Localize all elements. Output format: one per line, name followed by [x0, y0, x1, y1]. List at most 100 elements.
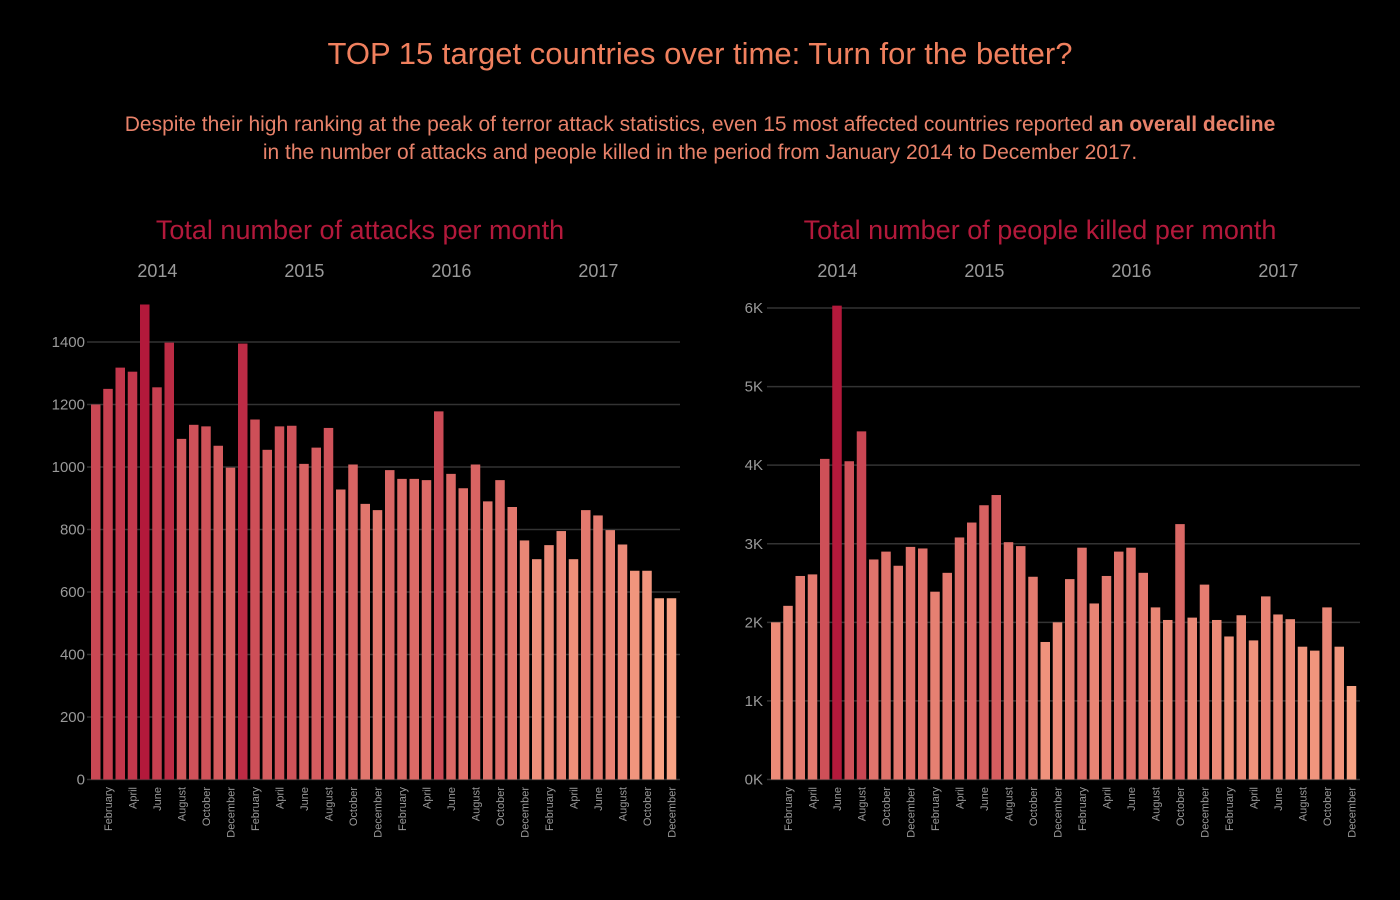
attacks-y-tick-label: 800 — [60, 522, 85, 539]
killed-bar — [820, 458, 830, 780]
attacks-bar — [654, 598, 664, 780]
killed-y-tick-label: 5K — [745, 379, 763, 396]
subtitle-text-2: in the number of attacks and people kill… — [262, 141, 1138, 164]
killed-month-label: June — [1273, 787, 1285, 811]
killed-bar — [1199, 584, 1210, 780]
killed-month-label: August — [1151, 787, 1163, 821]
attacks-bar — [470, 464, 481, 780]
attacks-bar — [434, 411, 444, 780]
attacks-month-label: August — [471, 787, 483, 821]
attacks-month-label: April — [128, 787, 140, 809]
attacks-bar — [642, 570, 652, 780]
attacks-month-label: October — [642, 787, 654, 826]
killed-bar — [1052, 622, 1063, 780]
attacks-bar — [556, 531, 566, 780]
killed-bar — [1003, 542, 1014, 780]
subtitle-text-1: Despite their high ranking at the peak o… — [124, 113, 1100, 136]
killed-bar — [1310, 650, 1320, 780]
killed-month-label: October — [1028, 787, 1040, 826]
attacks-bar — [115, 367, 125, 780]
killed-bar — [918, 548, 928, 780]
killed-y-tick-label: 3K — [745, 536, 763, 553]
killed-month-label: April — [808, 787, 820, 809]
attacks-month-label: June — [593, 787, 605, 811]
attacks-month-label: October — [201, 787, 213, 826]
killed-bar — [1322, 607, 1332, 780]
killed-month-label: October — [881, 787, 893, 826]
attacks-bar — [103, 388, 113, 780]
attacks-bar — [238, 343, 248, 780]
killed-bar — [1175, 524, 1185, 780]
killed-y-tick-label: 2K — [745, 614, 763, 631]
killed-bar — [807, 574, 818, 780]
killed-year-label: 2015 — [964, 261, 1004, 281]
attacks-bar — [164, 342, 174, 780]
attacks-bar — [91, 404, 101, 780]
killed-month-label: August — [857, 787, 869, 821]
killed-bar — [967, 522, 977, 780]
attacks-month-label: February — [250, 787, 262, 832]
attacks-bar — [666, 598, 677, 780]
killed-y-tick-label: 1K — [745, 693, 763, 710]
attacks-bar — [630, 570, 640, 780]
attacks-month-label: February — [544, 787, 556, 832]
killed-bar — [905, 546, 916, 780]
attacks-y-tick-label: 400 — [60, 647, 85, 664]
killed-bar — [881, 551, 891, 780]
killed-bar — [1285, 619, 1295, 780]
page-subtitle: Despite their high ranking at the peak o… — [60, 111, 1340, 167]
killed-bar — [1163, 619, 1173, 780]
killed-bar — [1212, 619, 1222, 780]
killed-bar — [1040, 641, 1050, 780]
killed-chart-title: Total number of people killed per month — [803, 215, 1277, 245]
attacks-y-tick-label: 600 — [60, 584, 85, 601]
attacks-month-label: December — [667, 787, 679, 838]
killed-month-label: February — [930, 787, 942, 832]
attacks-y-tick-label: 1000 — [52, 459, 85, 476]
attacks-bar — [385, 470, 395, 780]
killed-month-label: October — [1175, 787, 1187, 826]
attacks-bar — [262, 449, 272, 780]
attacks-bar — [568, 559, 579, 780]
killed-month-label: December — [1200, 787, 1212, 838]
attacks-month-label: August — [618, 787, 630, 821]
killed-year-label: 2017 — [1258, 261, 1298, 281]
killed-bar — [991, 495, 1001, 780]
attacks-year-label: 2014 — [137, 261, 177, 281]
killed-bar — [1334, 646, 1344, 780]
attacks-bar — [446, 473, 456, 780]
killed-month-label: April — [955, 787, 967, 809]
attacks-bar — [274, 426, 285, 780]
killed-month-label: June — [979, 787, 991, 811]
attacks-bar — [189, 424, 199, 780]
attacks-month-label: June — [152, 787, 164, 811]
attacks-bar — [311, 447, 321, 780]
killed-month-label: August — [1004, 787, 1016, 821]
killed-bar — [1126, 547, 1136, 780]
attacks-bar — [336, 489, 346, 780]
attacks-month-label: April — [569, 787, 581, 809]
attacks-year-label: 2015 — [284, 261, 324, 281]
attacks-bar — [421, 480, 432, 780]
attacks-bar — [483, 501, 493, 780]
attacks-bar — [323, 427, 334, 780]
attacks-bar — [372, 510, 383, 780]
attacks-bar — [519, 540, 530, 780]
attacks-month-label: October — [495, 787, 507, 826]
killed-month-label: October — [1322, 787, 1334, 826]
killed-bar — [942, 572, 952, 780]
attacks-bar — [593, 515, 603, 780]
killed-bar — [1065, 579, 1075, 780]
killed-month-label: December — [1053, 787, 1065, 838]
attacks-y-tick-label: 1200 — [52, 397, 85, 414]
killed-bar — [1346, 685, 1357, 780]
killed-bar — [930, 591, 940, 780]
killed-bar — [1273, 614, 1283, 780]
attacks-month-label: April — [275, 787, 287, 809]
killed-month-label: April — [1102, 787, 1114, 809]
killed-bar — [954, 537, 965, 780]
killed-month-label: February — [1224, 787, 1236, 832]
attacks-y-tick-label: 0 — [77, 772, 85, 789]
killed-month-label: April — [1249, 787, 1261, 809]
